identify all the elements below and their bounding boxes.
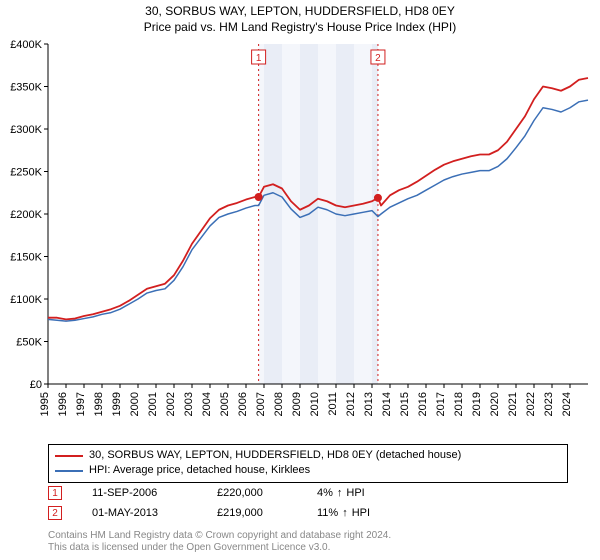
sale-hpi: 11% ↑ HPI bbox=[317, 507, 370, 519]
svg-text:2013: 2013 bbox=[363, 392, 375, 416]
svg-text:£0: £0 bbox=[30, 379, 42, 391]
svg-text:2022: 2022 bbox=[525, 392, 537, 416]
svg-text:2: 2 bbox=[375, 53, 381, 64]
svg-text:1997: 1997 bbox=[75, 392, 87, 416]
svg-text:2021: 2021 bbox=[507, 392, 519, 416]
svg-text:£300K: £300K bbox=[10, 124, 42, 136]
title-main: 30, SORBUS WAY, LEPTON, HUDDERSFIELD, HD… bbox=[0, 4, 600, 18]
svg-text:£350K: £350K bbox=[10, 82, 42, 94]
sale-price: £220,000 bbox=[217, 487, 287, 499]
svg-text:£400K: £400K bbox=[10, 39, 42, 51]
legend-item: HPI: Average price, detached house, Kirk… bbox=[55, 463, 561, 478]
svg-text:2012: 2012 bbox=[345, 392, 357, 416]
sale-marker: 2 bbox=[48, 506, 62, 520]
chart: £0 £50K £100K £150K £200K £250K £300K £350K £400… bbox=[0, 38, 600, 438]
svg-text:2014: 2014 bbox=[381, 392, 393, 416]
sale-row: 2 01-MAY-2013 £219,000 11% ↑ HPI bbox=[48, 506, 568, 520]
svg-text:2018: 2018 bbox=[453, 392, 465, 416]
svg-text:1999: 1999 bbox=[111, 392, 123, 416]
svg-text:2000: 2000 bbox=[129, 392, 141, 416]
legend-swatch bbox=[55, 455, 83, 457]
legend-item: 30, SORBUS WAY, LEPTON, HUDDERSFIELD, HD… bbox=[55, 448, 561, 463]
svg-text:2002: 2002 bbox=[165, 392, 177, 416]
svg-text:2005: 2005 bbox=[219, 392, 231, 416]
svg-text:2001: 2001 bbox=[147, 392, 159, 416]
svg-text:2004: 2004 bbox=[201, 392, 213, 416]
svg-text:1998: 1998 bbox=[93, 392, 105, 416]
sale-marker: 1 bbox=[48, 486, 62, 500]
svg-text:2006: 2006 bbox=[237, 392, 249, 416]
footer-line: Contains HM Land Registry data © Crown c… bbox=[48, 530, 568, 542]
svg-text:2007: 2007 bbox=[255, 392, 267, 416]
sale-row: 1 11-SEP-2006 £220,000 4% ↑ HPI bbox=[48, 486, 568, 500]
svg-text:£50K: £50K bbox=[16, 337, 42, 349]
legend-swatch bbox=[55, 470, 83, 472]
svg-text:2023: 2023 bbox=[543, 392, 555, 416]
sale-date: 01-MAY-2013 bbox=[92, 507, 187, 519]
sale-price: £219,000 bbox=[217, 507, 287, 519]
title-sub: Price paid vs. HM Land Registry's House … bbox=[0, 20, 600, 34]
svg-text:2009: 2009 bbox=[291, 392, 303, 416]
svg-text:£250K: £250K bbox=[10, 167, 42, 179]
footer-line: This data is licensed under the Open Gov… bbox=[48, 542, 568, 554]
svg-text:£100K: £100K bbox=[10, 294, 42, 306]
chart-titles: 30, SORBUS WAY, LEPTON, HUDDERSFIELD, HD… bbox=[0, 0, 600, 34]
sale-date: 11-SEP-2006 bbox=[92, 487, 187, 499]
arrow-up-icon: ↑ bbox=[342, 507, 348, 519]
legend: 30, SORBUS WAY, LEPTON, HUDDERSFIELD, HD… bbox=[48, 444, 568, 483]
svg-text:1995: 1995 bbox=[39, 392, 51, 416]
arrow-up-icon: ↑ bbox=[337, 487, 343, 499]
svg-text:2003: 2003 bbox=[183, 392, 195, 416]
footer: Contains HM Land Registry data © Crown c… bbox=[48, 530, 568, 554]
svg-text:£150K: £150K bbox=[10, 252, 42, 264]
svg-text:2019: 2019 bbox=[471, 392, 483, 416]
legend-label: HPI: Average price, detached house, Kirk… bbox=[89, 463, 310, 478]
svg-text:2008: 2008 bbox=[273, 392, 285, 416]
svg-text:2017: 2017 bbox=[435, 392, 447, 416]
svg-text:1996: 1996 bbox=[57, 392, 69, 416]
svg-text:£200K: £200K bbox=[10, 209, 42, 221]
svg-text:1: 1 bbox=[256, 53, 262, 64]
sale-hpi: 4% ↑ HPI bbox=[317, 487, 365, 499]
svg-text:2015: 2015 bbox=[399, 392, 411, 416]
svg-text:2020: 2020 bbox=[489, 392, 501, 416]
sale-list: 1 11-SEP-2006 £220,000 4% ↑ HPI 2 01-MAY… bbox=[48, 486, 568, 526]
svg-text:2011: 2011 bbox=[327, 392, 339, 416]
legend-label: 30, SORBUS WAY, LEPTON, HUDDERSFIELD, HD… bbox=[89, 448, 461, 463]
svg-text:2024: 2024 bbox=[561, 392, 573, 416]
chart-svg: £0 £50K £100K £150K £200K £250K £300K £350K £400… bbox=[0, 38, 600, 438]
svg-text:2016: 2016 bbox=[417, 392, 429, 416]
svg-text:2010: 2010 bbox=[309, 392, 321, 416]
